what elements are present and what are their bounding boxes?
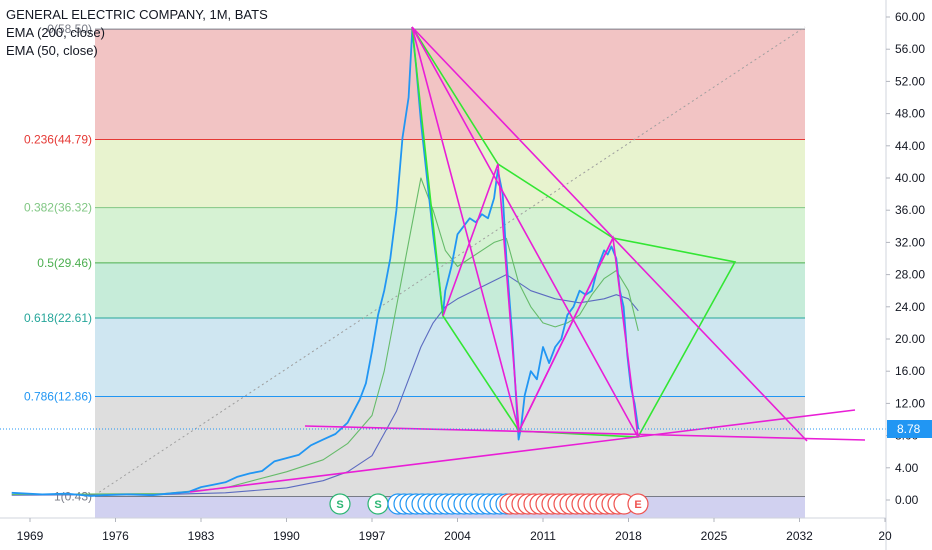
time-axis[interactable]: 1969 1976 1983 1990 1997 2004 2011 2018 2025 2032… <box>0 517 892 543</box>
price-axis[interactable]: 0.004.008.0012.0016.0020.0024.0028.0032.… <box>885 0 925 550</box>
ema-50-legend[interactable]: EMA (50, close) <box>6 43 98 58</box>
magenta-trend-line-upper <box>411 26 808 442</box>
fib-level-label: 0.786(12.86) <box>24 389 92 403</box>
fib-zone <box>95 396 805 497</box>
earnings-marker <box>627 493 649 515</box>
price-tick-label: 60.00 <box>895 10 925 24</box>
time-tick-label: 1969 <box>17 529 44 543</box>
price-series <box>11 28 640 497</box>
time-tick-label: 2025 <box>701 529 728 543</box>
time-tick-label: 2018 <box>615 529 642 543</box>
price-tick-label: 56.00 <box>895 42 925 56</box>
price-tick-label: 40.00 <box>895 171 925 185</box>
split-marker-label: S <box>374 499 381 511</box>
price-tick-label: 44.00 <box>895 139 925 153</box>
fib-level-label: 1(0.43) <box>54 490 92 504</box>
price-tick-label: 52.00 <box>895 74 925 88</box>
price-tick-label: 4.00 <box>895 461 919 475</box>
fib-zone <box>95 317 805 397</box>
time-tick-label: 1997 <box>359 529 386 543</box>
symbol-title[interactable]: GENERAL ELECTRIC COMPANY, 1M, BATS <box>6 7 268 22</box>
price-tick-label: 36.00 <box>895 203 925 217</box>
fib-zone <box>95 207 805 263</box>
magenta-pitch-line <box>518 237 614 432</box>
fib-level-label: 0.382(36.32) <box>24 201 92 215</box>
price-tick-label: 48.00 <box>895 107 925 121</box>
price-tick-label: 12.00 <box>895 396 925 410</box>
last-price-label: 8.78 <box>897 422 921 436</box>
time-tick-label: 2032 <box>786 529 813 543</box>
fib-level-label: 0.618(22.61) <box>24 311 92 325</box>
ema-50-line <box>11 177 639 495</box>
green-harmonic-pattern <box>411 26 737 438</box>
time-tick-label: 1983 <box>188 529 215 543</box>
earnings-marker-label: E <box>634 499 641 511</box>
ema-200-legend[interactable]: EMA (200, close) <box>6 25 105 40</box>
price-tick-label: 20.00 <box>895 332 925 346</box>
fibonacci-labels: 0(58.50) 0.236(44.79) 0.382(36.32) 0.5(29.4… <box>24 22 92 503</box>
trend-diagonal-dotted <box>94 26 806 496</box>
pattern-drawings <box>189 26 866 493</box>
time-tick-label: 2004 <box>444 529 471 543</box>
fib-level-label: 0(58.50) <box>47 22 92 36</box>
price-line <box>11 28 640 497</box>
price-tick-label: 24.00 <box>895 300 925 314</box>
magenta-trend-line-flat <box>304 425 866 441</box>
fib-zone <box>95 29 805 140</box>
time-tick-label: 1990 <box>273 529 300 543</box>
last-price-tag: 8.78 <box>887 420 932 438</box>
fib-level-label: 0.5(29.46) <box>37 256 92 270</box>
magenta-zigzag <box>411 26 639 438</box>
chart-legend: GENERAL ELECTRIC COMPANY, 1M, BATS EMA (… <box>6 6 268 60</box>
price-tick-label: 16.00 <box>895 364 925 378</box>
split-marker-label: S <box>336 499 343 511</box>
time-tick-label: 2011 <box>530 529 556 543</box>
time-tick-label: 1976 <box>102 529 129 543</box>
price-tick-label: 0.00 <box>895 493 919 507</box>
price-tick-label: 28.00 <box>895 268 925 282</box>
fib-level-label: 0.236(44.79) <box>24 132 92 146</box>
time-tick-label: 20 <box>878 529 892 543</box>
price-tick-label: 32.00 <box>895 235 925 249</box>
split-marker <box>329 493 351 515</box>
magenta-trend-line-ascending <box>189 409 856 493</box>
